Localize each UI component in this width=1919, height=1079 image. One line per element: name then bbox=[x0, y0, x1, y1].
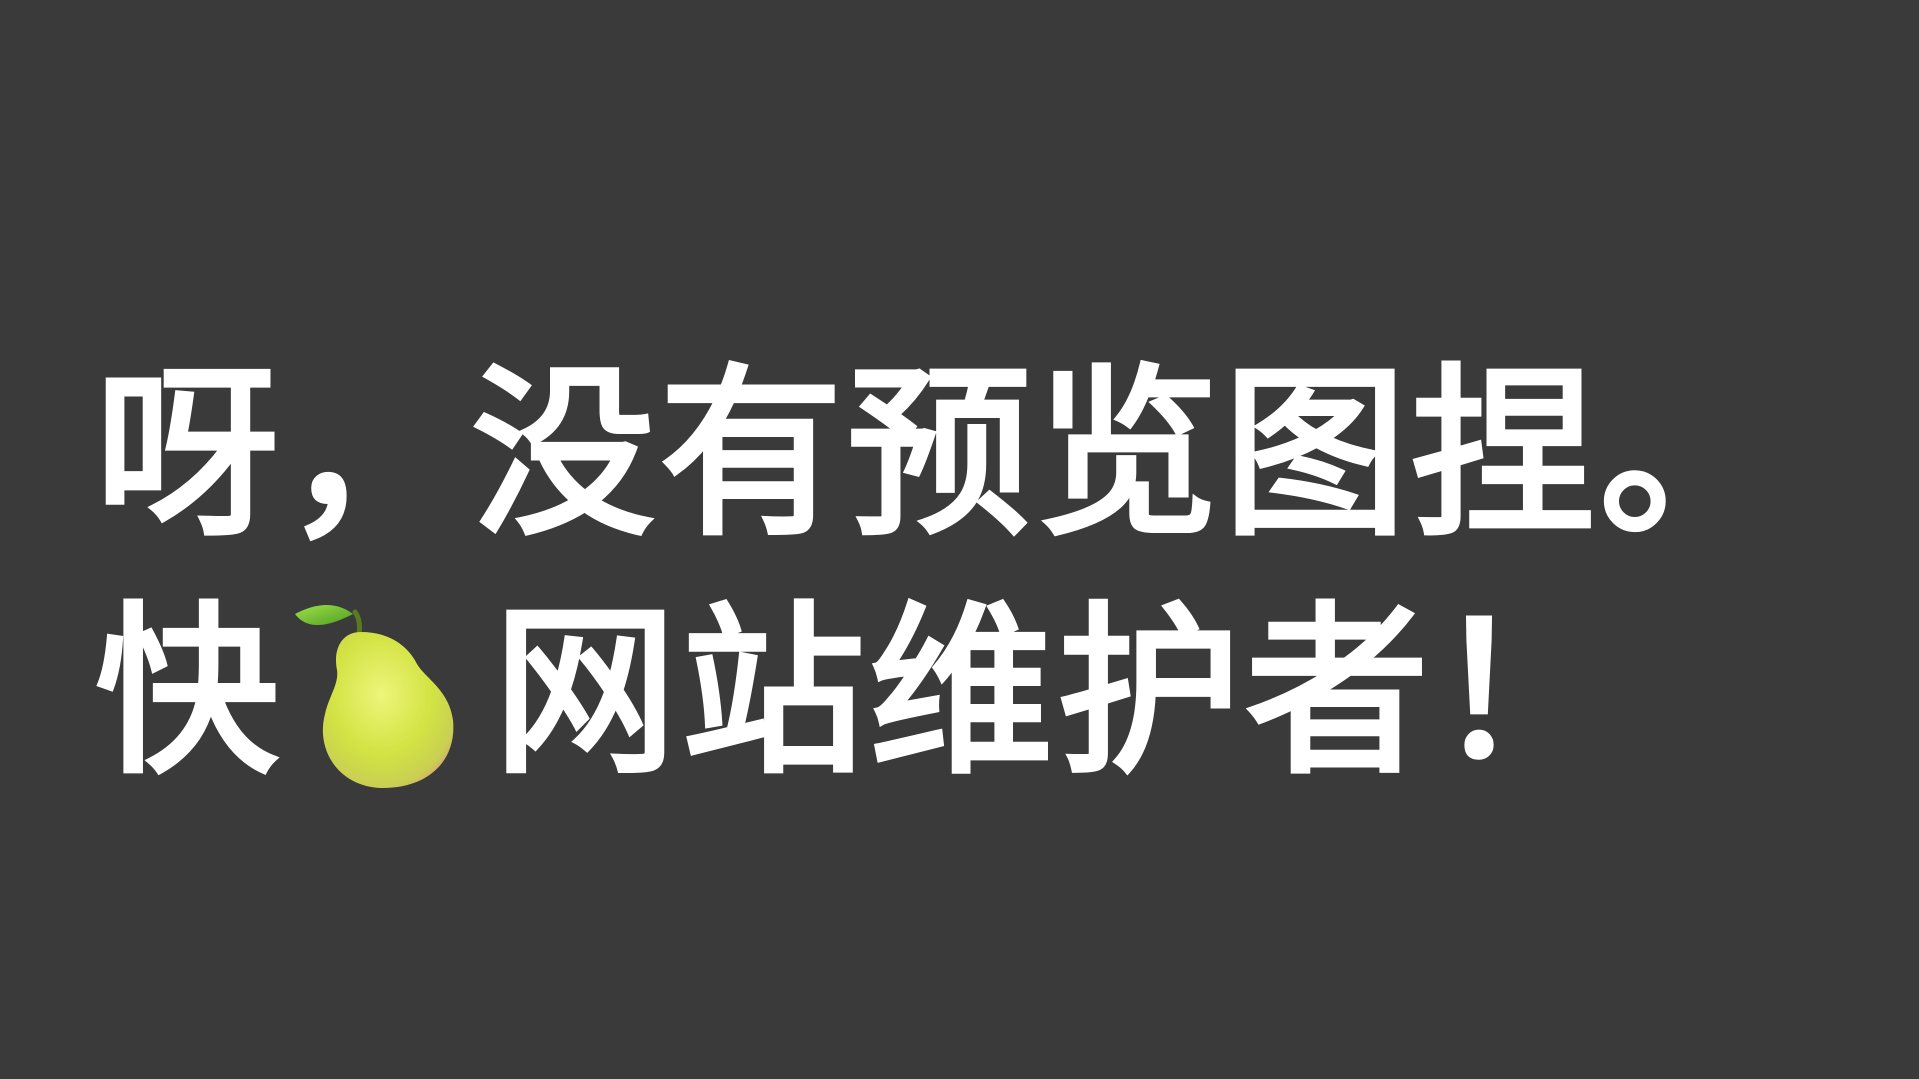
message-line-2-prefix: 快 bbox=[95, 584, 284, 800]
message-line-2-suffix: 网站维护者！ bbox=[493, 584, 1622, 800]
message-line-1: 呀，没有预览图捏。 bbox=[95, 346, 1788, 562]
pear-icon bbox=[289, 592, 473, 792]
message-line-2: 快 bbox=[95, 592, 1621, 792]
